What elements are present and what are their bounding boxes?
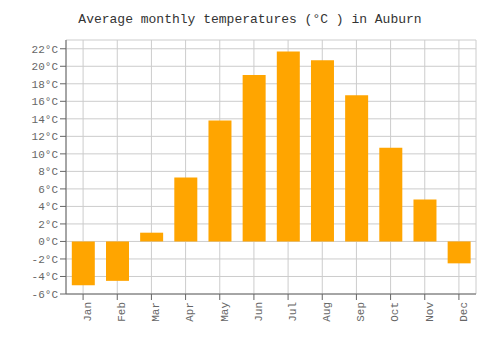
svg-text:2°C: 2°C	[38, 219, 58, 231]
svg-text:6°C: 6°C	[38, 184, 58, 196]
svg-text:0°C: 0°C	[38, 236, 58, 248]
svg-text:20°C: 20°C	[32, 61, 59, 73]
svg-text:Jan: Jan	[82, 302, 94, 322]
svg-text:Jul: Jul	[287, 302, 299, 322]
svg-text:-2°C: -2°C	[32, 254, 59, 266]
svg-text:10°C: 10°C	[32, 149, 59, 161]
svg-text:18°C: 18°C	[32, 79, 59, 91]
svg-text:Aug: Aug	[321, 302, 333, 322]
svg-text:Jun: Jun	[253, 302, 265, 322]
svg-text:May: May	[219, 302, 231, 322]
svg-text:14°C: 14°C	[32, 114, 59, 126]
svg-text:Nov: Nov	[424, 302, 436, 322]
svg-text:Mar: Mar	[150, 302, 162, 322]
svg-text:Sep: Sep	[355, 302, 367, 322]
svg-text:4°C: 4°C	[38, 201, 58, 213]
svg-text:16°C: 16°C	[32, 96, 59, 108]
svg-text:22°C: 22°C	[32, 44, 59, 56]
svg-text:Feb: Feb	[116, 302, 128, 322]
svg-text:Oct: Oct	[389, 302, 401, 322]
svg-text:-6°C: -6°C	[32, 289, 59, 301]
svg-text:Dec: Dec	[458, 302, 470, 322]
svg-text:-4°C: -4°C	[32, 271, 59, 283]
html-text:Average monthly temperatures (: Average monthly temperatures (°C ) in Au…	[78, 12, 422, 27]
svg-text:12°C: 12°C	[32, 131, 59, 143]
svg-text:8°C: 8°C	[38, 166, 58, 178]
svg-text:Apr: Apr	[184, 302, 196, 322]
